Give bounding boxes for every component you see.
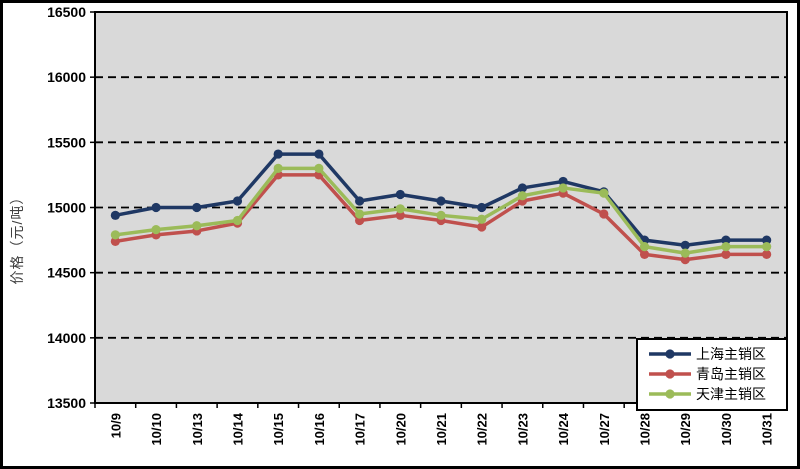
data-point-tianjin-10/20 [395,204,405,214]
y-tick-label: 15000 [47,200,86,216]
legend-item-shanghai: 上海主销区 [648,344,780,364]
x-tick-label: 10/10 [149,413,164,446]
x-tick-label: 10/9 [108,413,123,438]
y-tick-label: 15500 [47,134,86,150]
data-point-tianjin-10/9 [110,230,120,240]
data-point-tianjin-10/28 [639,242,650,252]
data-point-qingdao-10/28 [639,249,650,260]
y-tick-label: 13500 [47,395,86,411]
data-point-tianjin-10/21 [436,210,446,220]
x-tick-label: 10/24 [556,412,571,445]
data-point-shanghai-10/24 [558,176,568,187]
x-tick-label: 10/27 [597,413,612,446]
data-point-tianjin-10/22 [477,214,487,224]
data-point-shanghai-10/9 [110,210,120,220]
data-point-tianjin-10/27 [599,188,609,198]
x-tick-label: 10/17 [353,413,368,446]
data-point-qingdao-10/22 [477,222,487,232]
x-tick-label: 10/31 [760,413,775,446]
data-point-tianjin-10/16 [314,163,324,173]
data-point-tianjin-10/31 [762,242,772,252]
legend-label-tianjin: 天津主销区 [696,386,766,402]
data-point-tianjin-10/13 [192,221,202,231]
legend-label-qingdao: 青岛主销区 [696,366,766,382]
data-point-tianjin-10/15 [273,163,283,173]
y-tick-label: 16000 [47,69,86,85]
legend-label-shanghai: 上海主销区 [696,346,766,362]
data-point-qingdao-10/9 [110,236,120,246]
x-tick-label: 10/21 [434,413,449,446]
x-tick-label: 10/29 [678,413,693,446]
data-point-shanghai-10/14 [232,196,243,206]
line-chart: 13500 14000 14500 15000 15500 16000 16500 10/9 1… [47,4,788,446]
data-point-tianjin-10/30 [721,242,731,252]
y-axis-title: 价格（元/吨） [9,189,25,285]
data-point-tianjin-10/10 [151,225,161,235]
legend-item-tianjin: 天津主销区 [648,384,780,404]
x-tick-label: 10/23 [515,413,530,446]
data-point-shanghai-10/17 [354,196,365,206]
data-point-tianjin-10/14 [232,215,243,226]
data-point-shanghai-10/10 [151,202,161,213]
data-point-qingdao-10/20 [395,210,405,220]
legend-marker-shanghai [649,349,691,359]
data-point-tianjin-10/29 [680,248,690,258]
x-tick-label: 10/30 [719,413,734,446]
x-tick-label: 10/14 [230,412,245,445]
data-point-qingdao-10/27 [599,209,609,219]
data-point-shanghai-10/16 [314,149,324,159]
data-point-qingdao-10/30 [721,249,731,260]
data-point-shanghai-10/21 [436,196,446,206]
data-point-qingdao-10/31 [762,249,772,260]
data-point-shanghai-10/31 [762,235,772,245]
data-point-tianjin-10/23 [517,191,528,201]
x-tick-label: 10/20 [393,413,408,446]
legend-marker-qingdao [649,369,691,379]
data-point-shanghai-10/23 [517,183,528,193]
data-point-shanghai-10/13 [192,202,202,213]
x-tick-label: 10/15 [271,413,286,446]
x-tick-label: 10/22 [475,413,490,446]
data-point-shanghai-10/30 [721,235,731,245]
data-point-tianjin-10/17 [354,209,365,219]
x-tick-label: 10/13 [190,413,205,446]
data-point-qingdao-10/17 [354,215,365,226]
y-tick-label: 14500 [47,265,86,281]
data-point-qingdao-10/29 [680,255,690,265]
x-tick-label: 10/28 [638,413,653,446]
y-tick-label: 14000 [47,330,86,346]
legend-marker-tianjin [649,389,691,399]
data-point-shanghai-10/22 [477,202,487,213]
y-tick-label: 16500 [47,4,86,20]
chart-legend: 上海主销区青岛主销区天津主销区 [636,338,788,411]
data-point-shanghai-10/15 [273,149,283,159]
x-tick-label: 10/16 [312,413,327,446]
data-point-tianjin-10/24 [558,183,568,193]
legend-item-qingdao: 青岛主销区 [648,364,780,384]
data-point-shanghai-10/29 [680,240,690,250]
data-point-shanghai-10/20 [395,189,405,200]
